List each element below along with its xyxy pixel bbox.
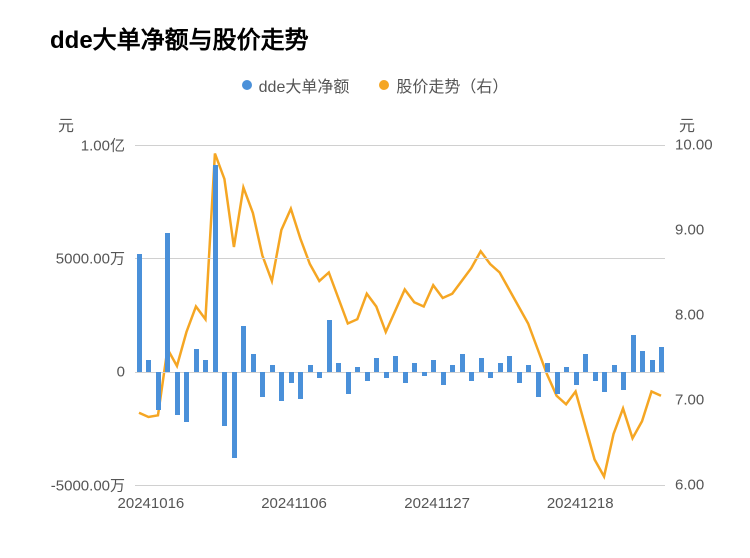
bar <box>650 360 655 371</box>
bar <box>602 372 607 392</box>
bar <box>450 365 455 372</box>
bar <box>612 365 617 372</box>
bar <box>593 372 598 381</box>
y-left-tick-label: 5000.00万 <box>35 248 125 269</box>
bar <box>526 365 531 372</box>
bar <box>165 233 170 371</box>
bar <box>346 372 351 395</box>
legend-item-bars: dde大单净额 <box>242 73 350 97</box>
bar <box>355 367 360 372</box>
chart-title: dde大单净额与股价走势 <box>30 20 720 55</box>
grid-line <box>135 372 665 373</box>
left-axis-unit: 元 <box>58 112 74 136</box>
bar <box>564 367 569 372</box>
bar <box>298 372 303 399</box>
bar <box>156 372 161 411</box>
bar <box>479 358 484 372</box>
bar <box>412 363 417 372</box>
bar <box>431 360 436 371</box>
plot-area: 1.00亿5000.00万0-5000.00万10.009.008.007.00… <box>135 145 665 485</box>
y-right-tick-label: 8.00 <box>675 307 704 324</box>
grid-line <box>135 145 665 146</box>
x-tick-label: 20241218 <box>547 495 614 512</box>
y-left-tick-label: 1.00亿 <box>35 135 125 156</box>
bar <box>203 360 208 371</box>
bar <box>232 372 237 458</box>
bar <box>213 165 218 371</box>
bar <box>517 372 522 383</box>
y-right-tick-label: 9.00 <box>675 222 704 239</box>
grid-line <box>135 485 665 486</box>
bar <box>498 363 503 372</box>
chart-container: dde大单净额与股价走势 dde大单净额 股价走势（右） 元 元 1.00亿50… <box>0 0 750 558</box>
bar <box>137 254 142 372</box>
bar <box>422 372 427 377</box>
x-tick-label: 20241106 <box>261 495 327 512</box>
bar <box>659 347 664 372</box>
legend-label-bars: dde大单净额 <box>259 73 350 97</box>
y-right-tick-label: 7.00 <box>675 392 704 409</box>
y-left-tick-label: 0 <box>35 363 125 380</box>
bar <box>488 372 493 379</box>
bar <box>384 372 389 379</box>
bar <box>336 363 341 372</box>
bar <box>289 372 294 383</box>
legend-label-line: 股价走势（右） <box>396 73 508 97</box>
bar <box>365 372 370 381</box>
bar <box>631 335 636 371</box>
legend: dde大单净额 股价走势（右） <box>30 73 720 97</box>
legend-item-line: 股价走势（右） <box>379 73 508 97</box>
bar <box>469 372 474 381</box>
bar <box>460 354 465 372</box>
bar <box>374 358 379 372</box>
bar <box>175 372 180 415</box>
y-right-tick-label: 6.00 <box>675 477 704 494</box>
y-left-tick-label: -5000.00万 <box>35 475 125 496</box>
bar <box>536 372 541 397</box>
bar <box>146 360 151 371</box>
y-right-tick-label: 10.00 <box>675 137 713 154</box>
bar <box>640 351 645 371</box>
bar <box>507 356 512 372</box>
bar <box>260 372 265 397</box>
bar <box>441 372 446 386</box>
bar <box>621 372 626 390</box>
right-axis-unit: 元 <box>679 112 695 136</box>
bar <box>251 354 256 372</box>
bar <box>194 349 199 372</box>
legend-dot-line <box>379 80 389 90</box>
bar <box>393 356 398 372</box>
legend-dot-bars <box>242 80 252 90</box>
bar <box>574 372 579 386</box>
bar <box>403 372 408 383</box>
bar <box>545 363 550 372</box>
bar <box>184 372 189 422</box>
bar <box>555 372 560 395</box>
bar <box>270 365 275 372</box>
x-tick-label: 20241127 <box>404 495 470 512</box>
bar <box>279 372 284 401</box>
bar <box>222 372 227 426</box>
bar <box>317 372 322 379</box>
x-tick-label: 20241016 <box>118 495 185 512</box>
bar <box>327 320 332 372</box>
bar <box>308 365 313 372</box>
bar <box>241 326 246 371</box>
bar <box>583 354 588 372</box>
